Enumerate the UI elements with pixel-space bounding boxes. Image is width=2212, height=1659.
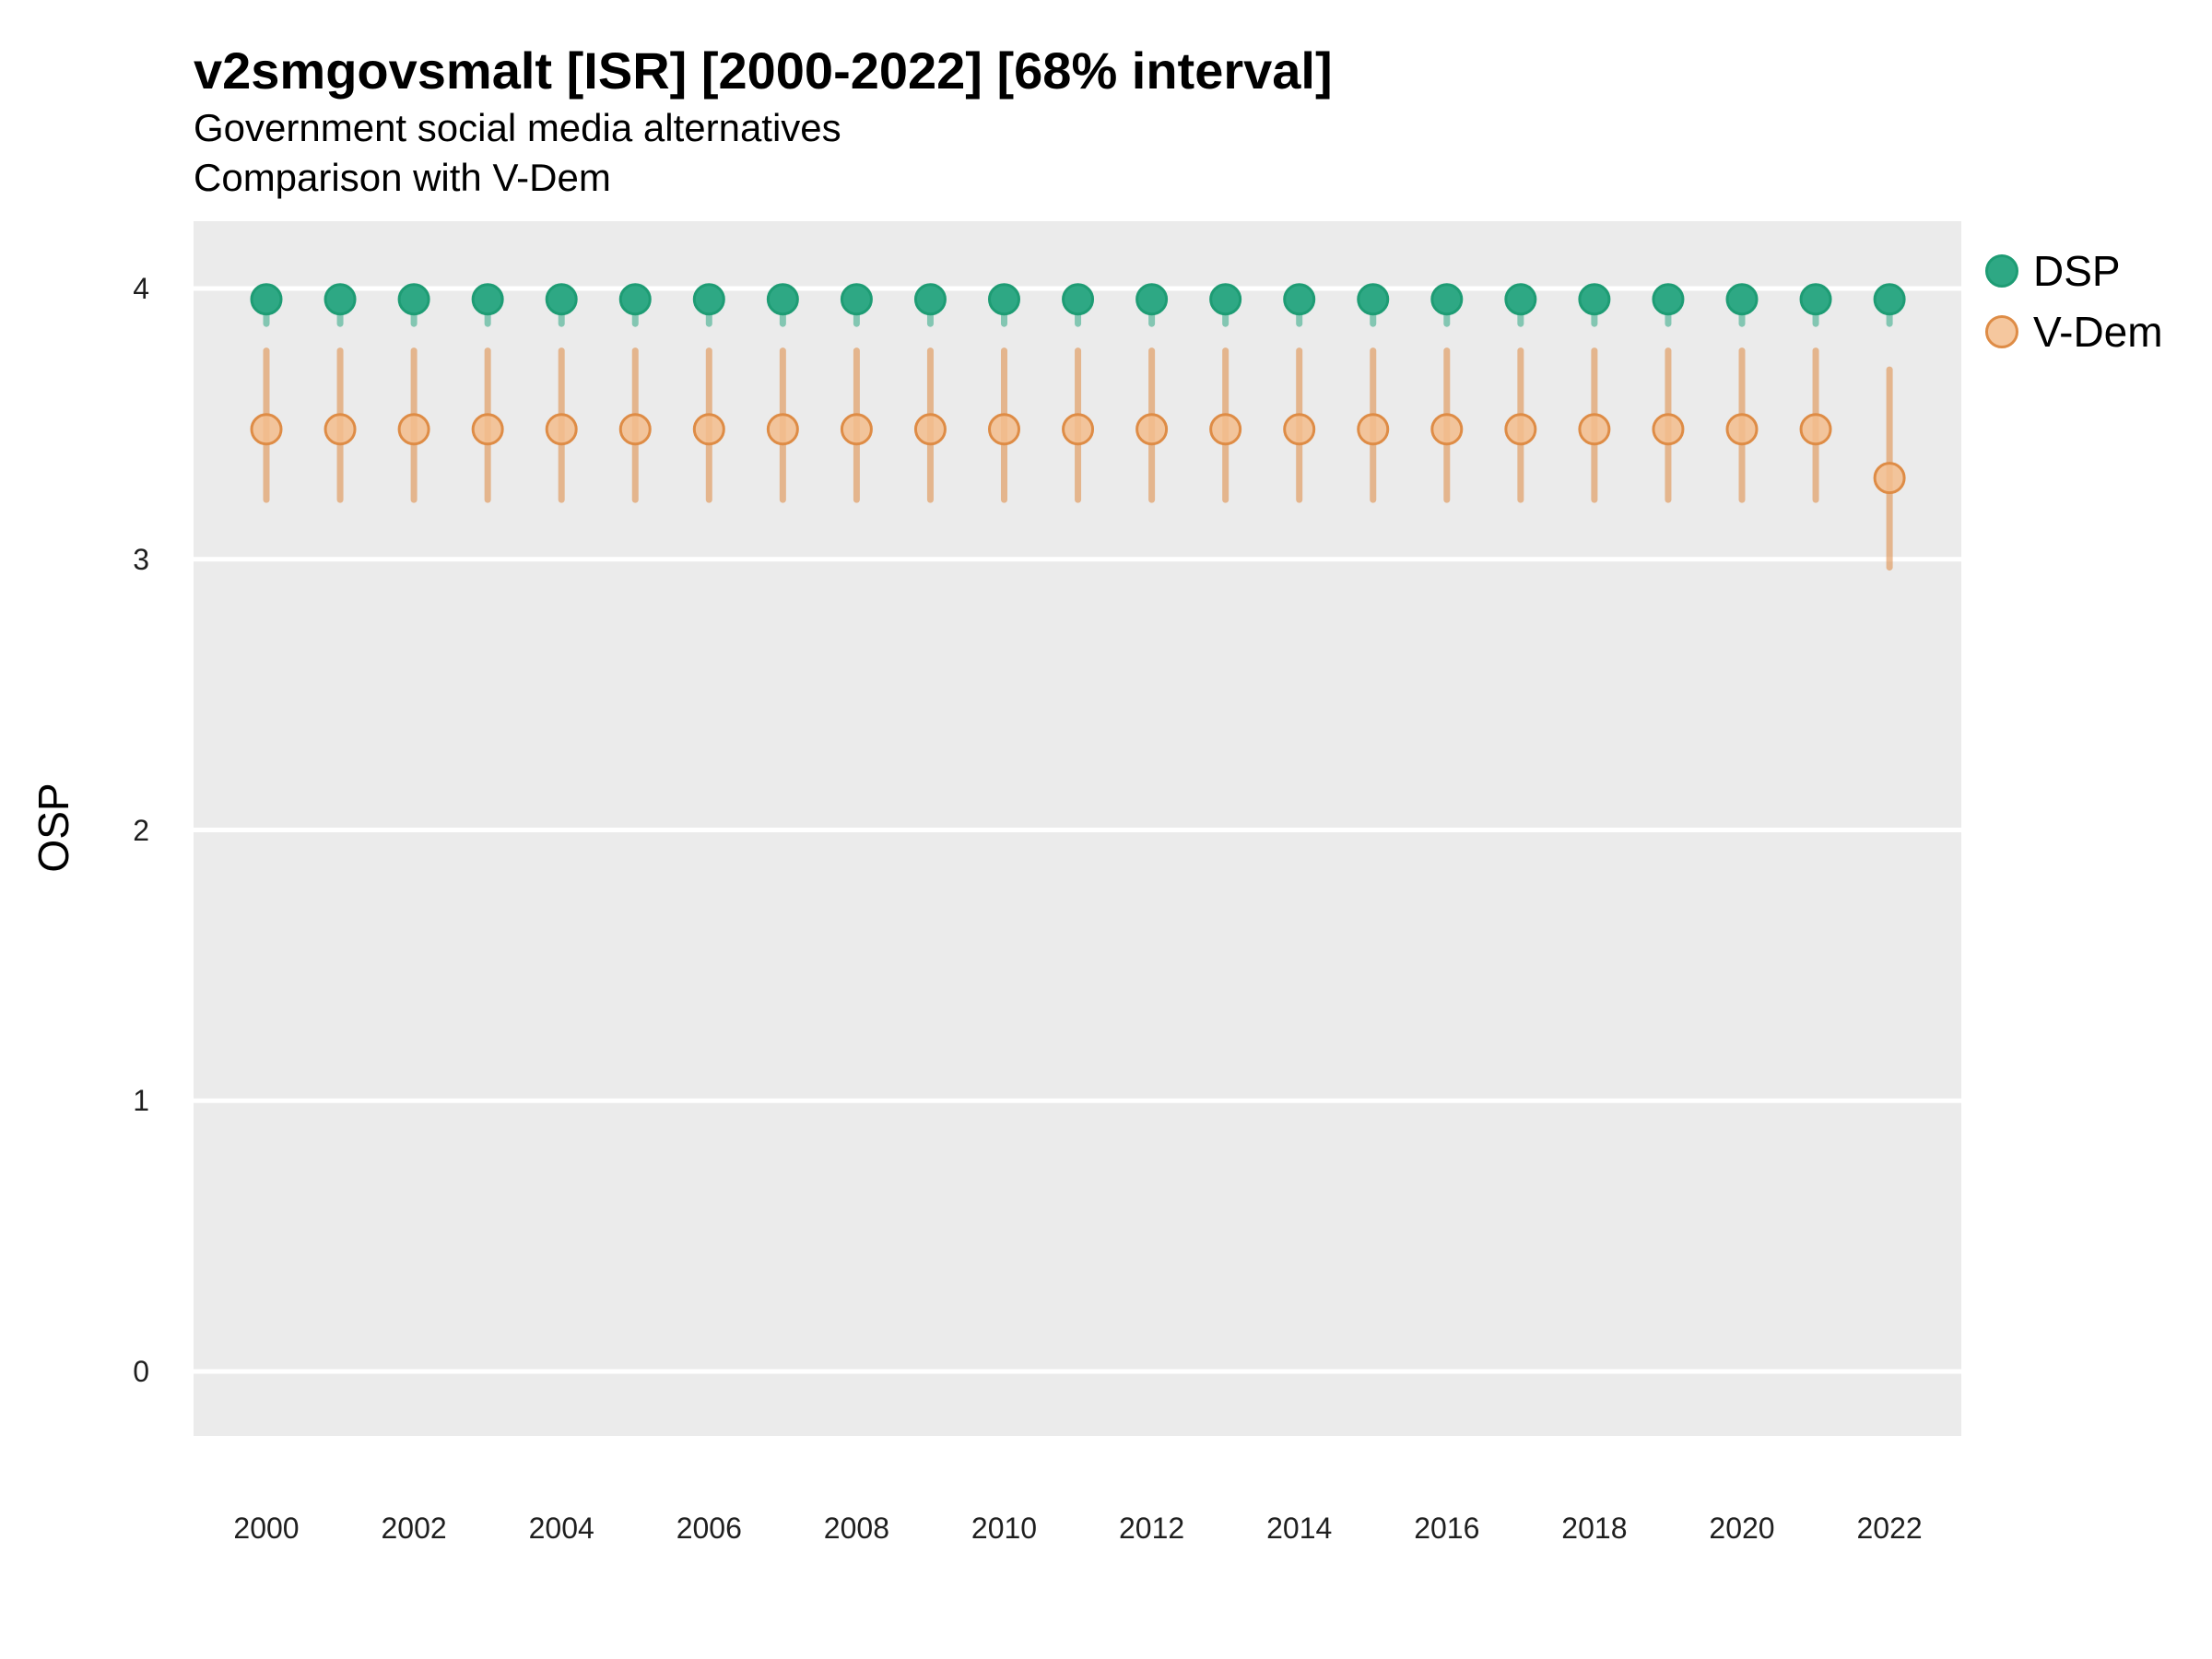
dsp-point xyxy=(1430,283,1464,316)
x-tick-label-2012: 2012 xyxy=(1119,1512,1185,1545)
vdem-point xyxy=(471,413,504,446)
chart-subtitle-line2: Comparison with V-Dem xyxy=(194,156,611,199)
vdem-point xyxy=(1062,413,1095,446)
legend: DSP V-Dem xyxy=(1985,245,2163,358)
x-tick-label-2016: 2016 xyxy=(1414,1512,1480,1545)
dsp-point xyxy=(250,283,283,316)
legend-marker-dsp xyxy=(1985,254,2018,288)
legend-label-vdem: V-Dem xyxy=(2033,308,2163,356)
vdem-point xyxy=(1430,413,1464,446)
dsp-point xyxy=(545,283,578,316)
dsp-point xyxy=(324,283,357,316)
vdem-point xyxy=(545,413,578,446)
dsp-point xyxy=(618,283,652,316)
y-tick-label-4: 4 xyxy=(133,272,149,305)
vdem-point xyxy=(1283,413,1316,446)
plot-panel xyxy=(194,221,1961,1436)
x-tick-label-2018: 2018 xyxy=(1561,1512,1628,1545)
y-tick-label-0: 0 xyxy=(133,1355,149,1388)
dsp-point xyxy=(840,283,873,316)
dsp-point xyxy=(397,283,430,316)
legend-label-dsp: DSP xyxy=(2033,247,2121,295)
dsp-point xyxy=(692,283,725,316)
y-tick-label-3: 3 xyxy=(133,542,149,576)
dsp-point xyxy=(1209,283,1242,316)
vdem-point xyxy=(1209,413,1242,446)
x-tick-label-2008: 2008 xyxy=(823,1512,889,1545)
legend-marker-vdem xyxy=(1985,315,2018,348)
chart-title: v2smgovsmalt [ISR] [2000-2022] [68% inte… xyxy=(194,41,1333,100)
x-tick-label-2000: 2000 xyxy=(233,1512,300,1545)
vdem-point xyxy=(397,413,430,446)
x-tick-label-2020: 2020 xyxy=(1709,1512,1775,1545)
dsp-point xyxy=(913,283,947,316)
legend-item-dsp: DSP xyxy=(1985,245,2163,297)
x-tick-label-2006: 2006 xyxy=(676,1512,742,1545)
dsp-point xyxy=(1652,283,1685,316)
vdem-point xyxy=(1873,462,1906,495)
dsp-point xyxy=(1135,283,1169,316)
legend-item-vdem: V-Dem xyxy=(1985,306,2163,358)
y-tick-label-1: 1 xyxy=(133,1084,149,1118)
vdem-point xyxy=(324,413,357,446)
vdem-point xyxy=(692,413,725,446)
vdem-point xyxy=(913,413,947,446)
vdem-point xyxy=(1357,413,1390,446)
vdem-point xyxy=(1725,413,1759,446)
vdem-point xyxy=(618,413,652,446)
x-tick-label-2022: 2022 xyxy=(1856,1512,1923,1545)
vdem-point xyxy=(1799,413,1832,446)
dsp-point xyxy=(1062,283,1095,316)
x-tick-label-2010: 2010 xyxy=(971,1512,1038,1545)
dsp-point xyxy=(1357,283,1390,316)
y-tick-label-2: 2 xyxy=(133,813,149,847)
vdem-point xyxy=(840,413,873,446)
dsp-point xyxy=(766,283,799,316)
vdem-point xyxy=(1578,413,1611,446)
vdem-point xyxy=(1135,413,1169,446)
dsp-point xyxy=(1725,283,1759,316)
dsp-point xyxy=(1578,283,1611,316)
dsp-point xyxy=(1799,283,1832,316)
dsp-point xyxy=(1873,283,1906,316)
x-tick-label-2014: 2014 xyxy=(1266,1512,1333,1545)
dsp-point xyxy=(1283,283,1316,316)
dsp-point xyxy=(471,283,504,316)
vdem-point xyxy=(250,413,283,446)
dsp-point xyxy=(988,283,1020,316)
chart-subtitle-line1: Government social media alternatives xyxy=(194,106,841,149)
dsp-point xyxy=(1504,283,1537,316)
vdem-point xyxy=(988,413,1020,446)
vdem-point xyxy=(766,413,799,446)
x-tick-label-2002: 2002 xyxy=(381,1512,447,1545)
vdem-point xyxy=(1504,413,1537,446)
x-tick-label-2004: 2004 xyxy=(528,1512,594,1545)
vdem-point xyxy=(1652,413,1685,446)
